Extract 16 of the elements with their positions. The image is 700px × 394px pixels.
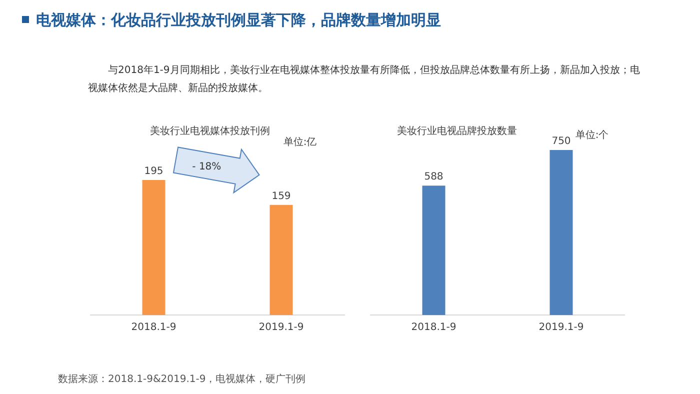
text: 与2018年1-9月同期相比，美妆行业在电视媒体整体投放量有所降低，但投放品牌总体数量有所上扬，新品加入投放；电视媒体依然是大品牌、新品的投放媒体。 [88,64,641,96]
data-label: 588 [424,172,444,183]
text: 单位:亿 [283,136,317,148]
x-tick-label: 2018.1-9 [411,322,456,333]
chart-title: 美妆行业电视品牌投放数量 [397,125,517,137]
data-label: 159 [272,190,291,202]
text: 单位:个 [575,129,609,141]
text: - 18% [192,162,222,173]
data-label: 195 [144,166,164,177]
x-tick-label: 2019.1-9 [258,322,304,333]
chart-title: 美妆行业电视媒体投放刊例 [150,125,270,137]
x-tick-label: 2019.1-9 [538,322,584,333]
x-tick-label: 2018.1-9 [131,322,176,333]
text: 电视媒体：化妆品行业投放刊例显著下降，品牌数量增加明显 [36,11,441,29]
data-label: 750 [552,136,571,147]
source-note: 数据来源：2018.1-9&2019.1-9，电视媒体，硬广刊例 [58,373,306,385]
